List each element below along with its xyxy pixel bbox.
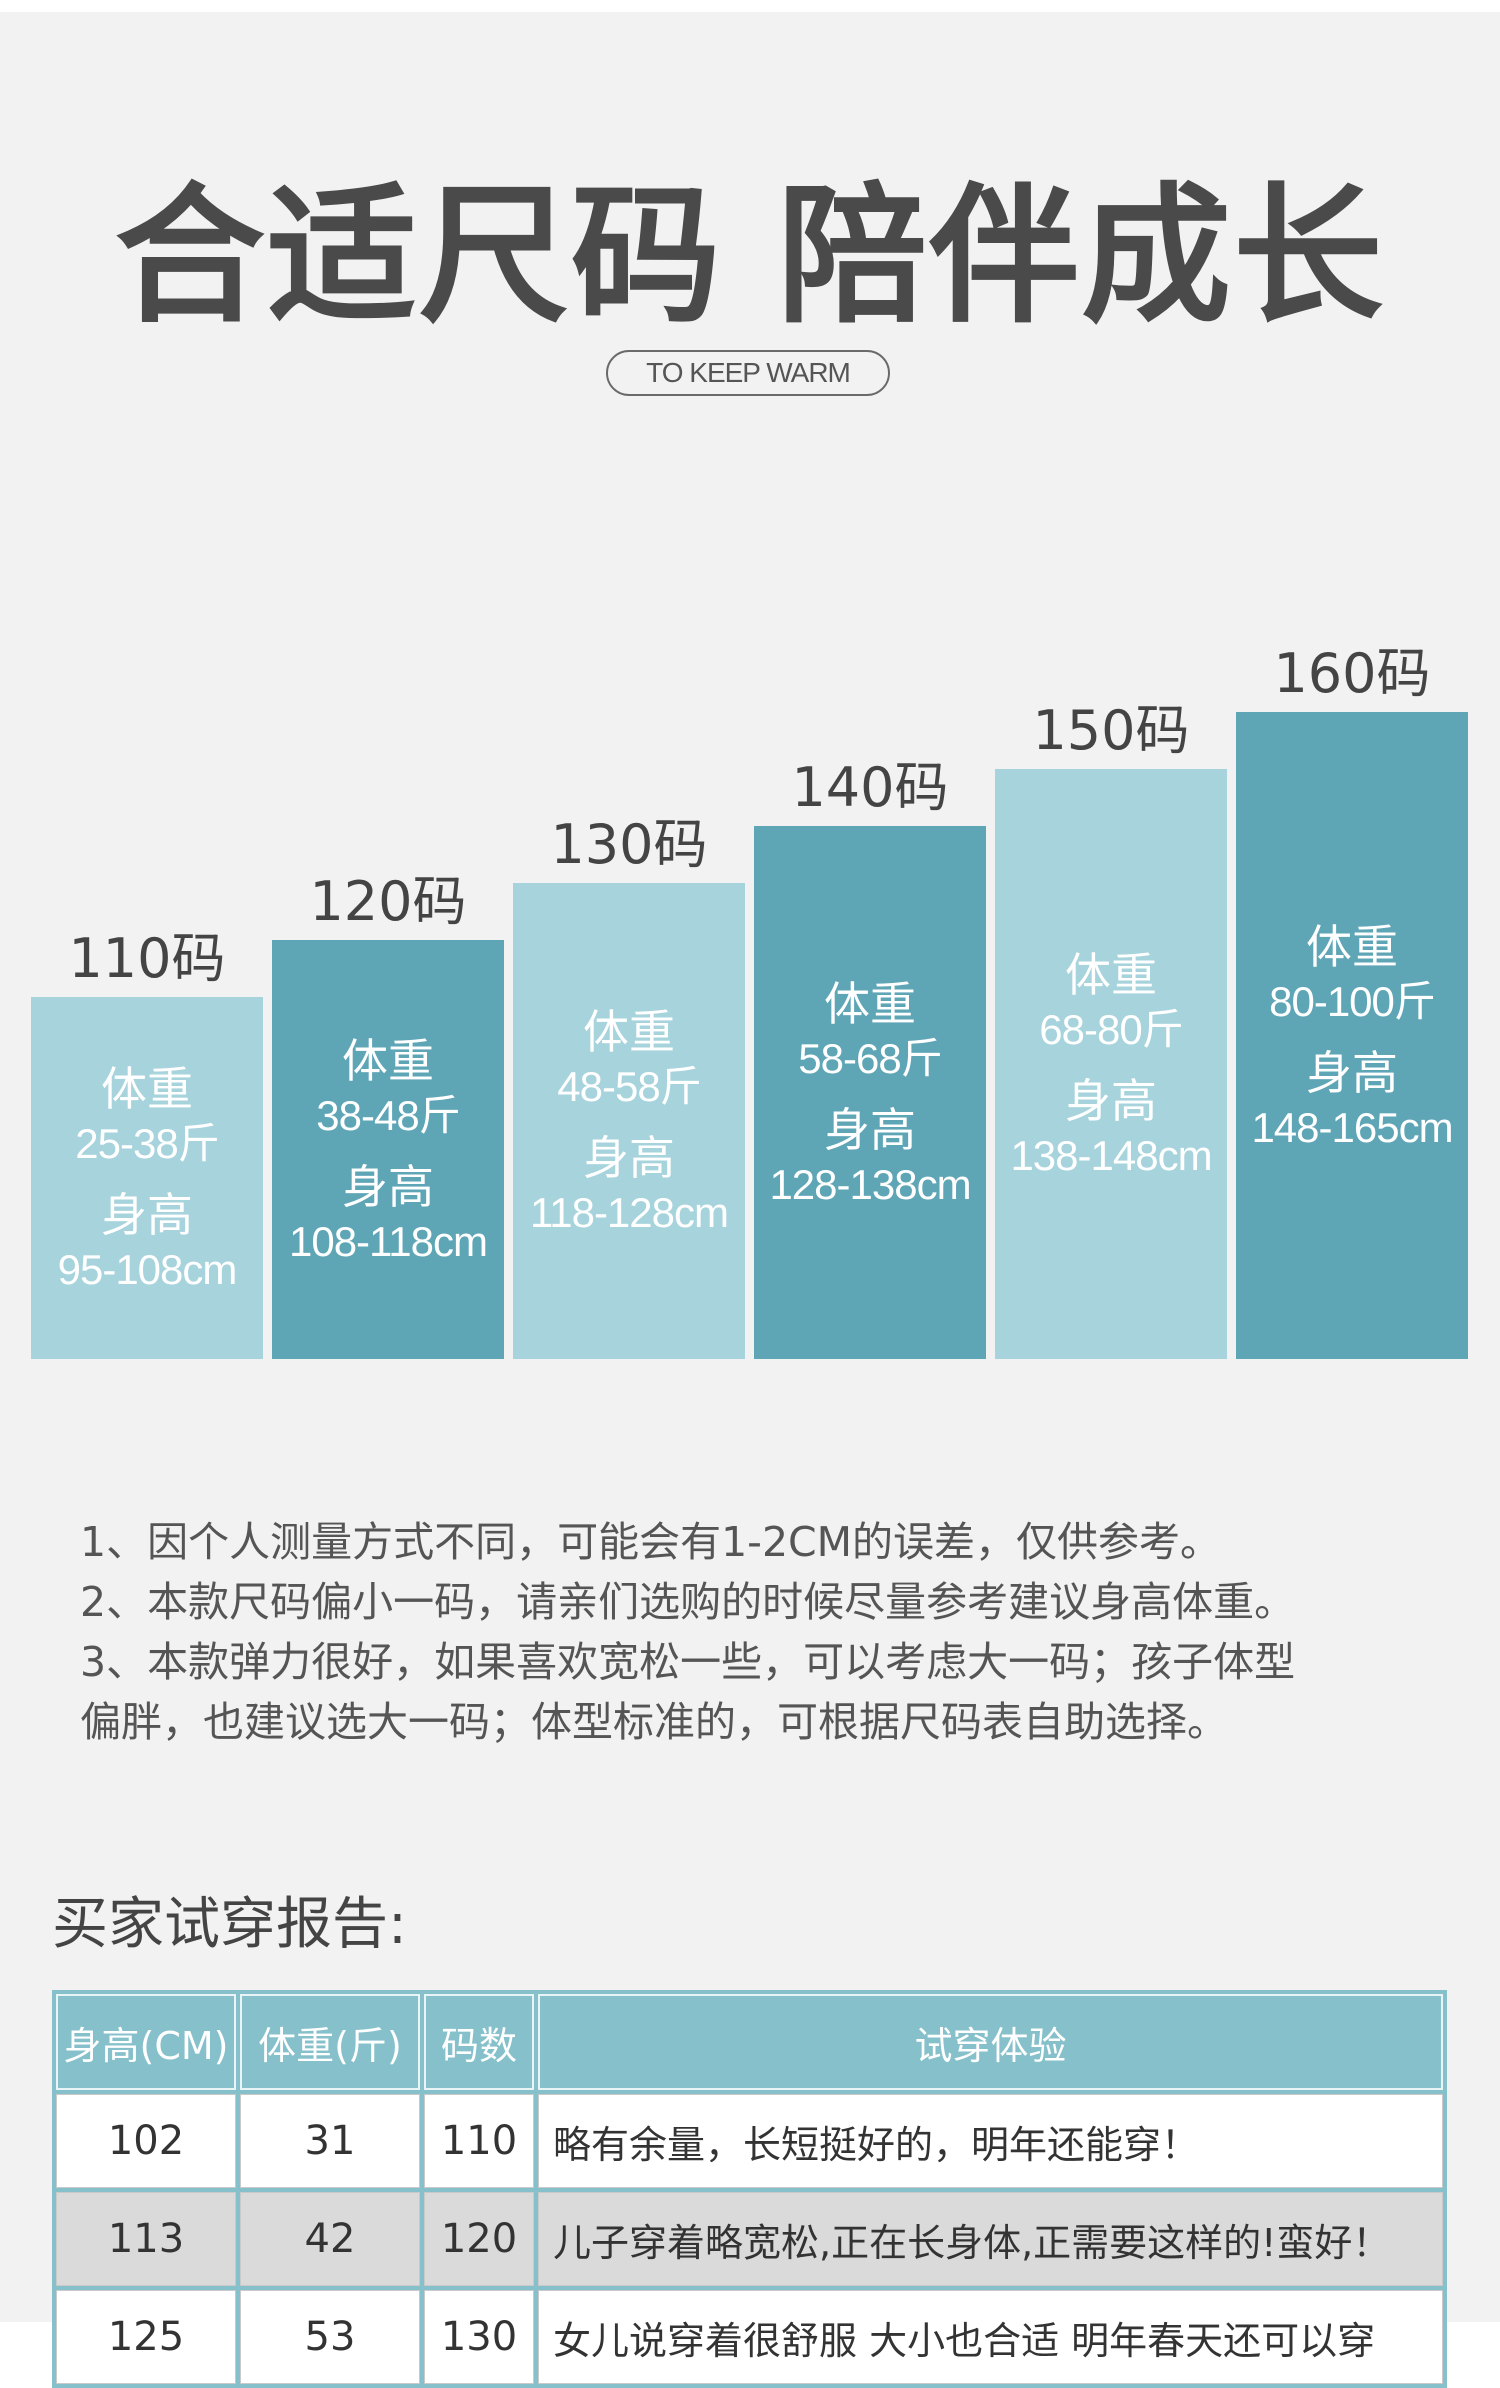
height-label: 身高 — [342, 1159, 434, 1214]
cell-weight: 53 — [240, 2290, 420, 2384]
page-title: 合适尺码 陪伴成长 — [114, 170, 1386, 344]
table-row: 102 31 110 略有余量，长短挺好的，明年还能穿！ — [56, 2094, 1443, 2188]
size-bar: 体重 80-100斤身高 148-165cm — [1236, 712, 1468, 1359]
size-bar: 体重 68-80斤身高 138-148cm — [995, 769, 1227, 1359]
weight-label: 体重 — [824, 976, 916, 1031]
note-line: 偏胖，也建议选大一码；体型标准的，可根据尺码表自助选择。 — [80, 1698, 1228, 1746]
weight-label: 体重 — [342, 1033, 434, 1088]
height-label: 身高 — [101, 1188, 193, 1242]
height-label: 身高 — [1306, 1045, 1398, 1100]
cell-height: 113 — [56, 2192, 236, 2286]
weight-range: 38-48斤 — [316, 1091, 460, 1139]
cell-weight: 42 — [240, 2192, 420, 2286]
cell-experience: 略有余量，长短挺好的，明年还能穿！ — [538, 2094, 1443, 2188]
weight-range: 68-80斤 — [1039, 1006, 1183, 1053]
size-bar: 体重 25-38斤身高 95-108cm — [31, 997, 263, 1359]
report-title: 买家试穿报告: — [52, 1892, 407, 1957]
weight-range: 25-38斤 — [75, 1120, 219, 1167]
weight-label: 体重 — [583, 1005, 675, 1059]
cell-size: 110 — [424, 2094, 534, 2188]
size-label: 120码 — [309, 870, 467, 933]
header-size: 码数 — [424, 1994, 534, 2090]
height-range: 108-118cm — [288, 1217, 488, 1265]
height-range: 118-128cm — [529, 1189, 729, 1236]
weight-range: 58-68斤 — [798, 1034, 942, 1082]
table-row: 125 53 130 女儿说穿着很舒服 大小也合适 明年春天还可以穿 — [56, 2290, 1443, 2384]
size-guide-panel: 合适尺码 陪伴成长 TO KEEP WARM 体重 25-38斤 身高 95-108c… — [0, 12, 1500, 2388]
size-label: 150码 — [1032, 699, 1190, 762]
note-line: 2、本款尺码偏小一码，请亲们选购的时候尽量参考建议身高体重。 — [80, 1578, 1296, 1626]
cell-weight: 31 — [240, 2094, 420, 2188]
height-label: 身高 — [1065, 1074, 1157, 1128]
subtitle-badge: TO KEEP WARM — [606, 350, 890, 396]
header-height: 身高(CM) — [56, 1994, 236, 2090]
note-line: 1、因个人测量方式不同，可能会有1-2CM的误差，仅供参考。 — [80, 1518, 1222, 1566]
size-label: 140码 — [791, 756, 949, 819]
size-label: 110码 — [68, 927, 226, 990]
table-header-row: 身高(CM) 体重(斤) 码数 试穿体验 — [56, 1994, 1443, 2090]
size-notes: 1、因个人测量方式不同，可能会有1-2CM的误差，仅供参考。 2、本款尺码偏小一… — [80, 1512, 1440, 1752]
weight-label: 体重 — [101, 1062, 193, 1116]
cell-experience: 儿子穿着略宽松,正在长身体,正需要这样的!蛮好！ — [538, 2192, 1443, 2286]
size-label: 130码 — [550, 813, 708, 876]
cell-size: 120 — [424, 2192, 534, 2286]
header-experience: 试穿体验 — [538, 1994, 1443, 2090]
weight-range: 80-100斤 — [1269, 977, 1436, 1025]
table-row: 113 42 120 儿子穿着略宽松,正在长身体,正需要这样的!蛮好！ — [56, 2192, 1443, 2286]
size-label: 160码 — [1273, 642, 1431, 705]
height-range: 95-108cm — [57, 1246, 238, 1293]
height-range: 148-165cm — [1251, 1103, 1453, 1151]
size-bar: 体重 58-68斤身高 128-138cm — [754, 826, 986, 1359]
cell-height: 102 — [56, 2094, 236, 2188]
height-label: 身高 — [583, 1131, 675, 1185]
cell-height: 125 — [56, 2290, 236, 2384]
height-range: 138-148cm — [1010, 1132, 1212, 1179]
weight-label: 体重 — [1306, 919, 1398, 974]
height-range: 128-138cm — [769, 1160, 971, 1208]
weight-label: 体重 — [1065, 948, 1157, 1002]
height-label: 身高 — [824, 1102, 916, 1157]
size-bar: 体重 38-48斤身高 108-118cm — [272, 940, 504, 1359]
weight-range: 48-58斤 — [557, 1063, 701, 1110]
header-weight: 体重(斤) — [240, 1994, 420, 2090]
size-bar: 体重 48-58斤身高 118-128cm — [513, 883, 745, 1359]
cell-experience: 女儿说穿着很舒服 大小也合适 明年春天还可以穿 — [538, 2290, 1443, 2384]
cell-size: 130 — [424, 2290, 534, 2384]
trial-report-table: 身高(CM) 体重(斤) 码数 试穿体验 102 31 110 略有余量，长短挺… — [52, 1990, 1447, 2388]
note-line: 3、本款弹力很好，如果喜欢宽松一些，可以考虑大一码；孩子体型 — [80, 1638, 1296, 1686]
